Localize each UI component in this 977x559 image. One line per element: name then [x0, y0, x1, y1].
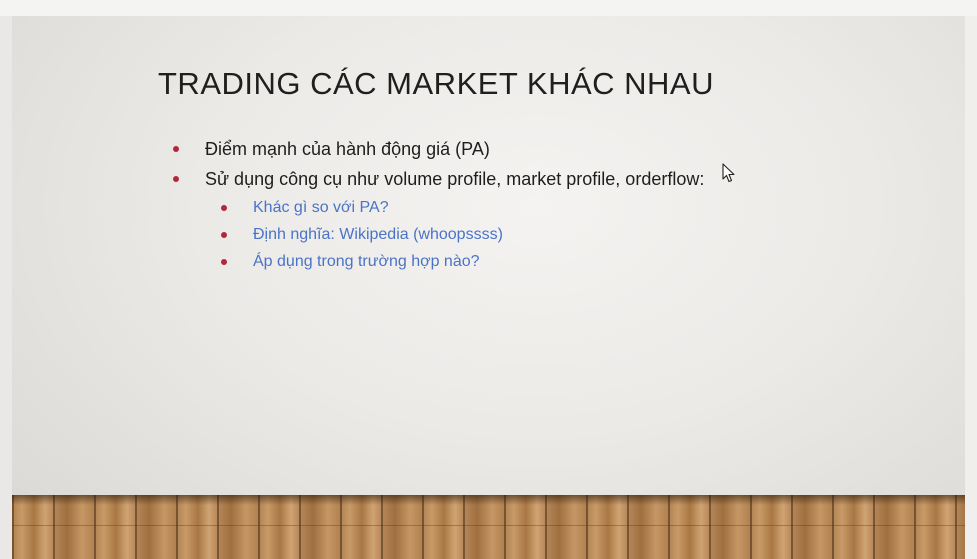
wood-floor-decoration [12, 495, 965, 559]
sub-bullet-text: Áp dụng trong trường hợp nào? [253, 253, 480, 270]
sub-bullet-item: Khác gì so với PA? [167, 194, 704, 221]
bullet-marker-icon [221, 205, 227, 211]
bullet-marker-icon [173, 176, 179, 182]
bullet-item: Điểm mạnh của hành động giá (PA) [167, 134, 704, 164]
bullet-text: Điểm mạnh của hành động giá (PA) [205, 139, 490, 159]
bullet-marker-icon [221, 232, 227, 238]
bullet-marker-icon [221, 259, 227, 265]
mouse-pointer-icon [722, 163, 735, 183]
bullet-item: Sử dụng công cụ như volume profile, mark… [167, 164, 704, 194]
bullet-text: Sử dụng công cụ như volume profile, mark… [205, 169, 705, 189]
sub-bullet-text: Định nghĩa: Wikipedia (whoopssss) [253, 226, 503, 243]
bullet-list: Điểm mạnh của hành động giá (PA) Sử dụng… [167, 134, 704, 275]
top-toolbar-strip [0, 0, 977, 16]
bullet-marker-icon [173, 146, 179, 152]
sub-bullet-text: Khác gì so với PA? [253, 199, 389, 216]
slide-title: TRADING CÁC MARKET KHÁC NHAU [158, 66, 714, 101]
sub-bullet-item: Áp dụng trong trường hợp nào? [167, 248, 704, 275]
presentation-slide: TRADING CÁC MARKET KHÁC NHAU Điểm mạnh c… [12, 16, 965, 559]
window-edge [965, 16, 977, 559]
sub-bullet-item: Định nghĩa: Wikipedia (whoopssss) [167, 221, 704, 248]
